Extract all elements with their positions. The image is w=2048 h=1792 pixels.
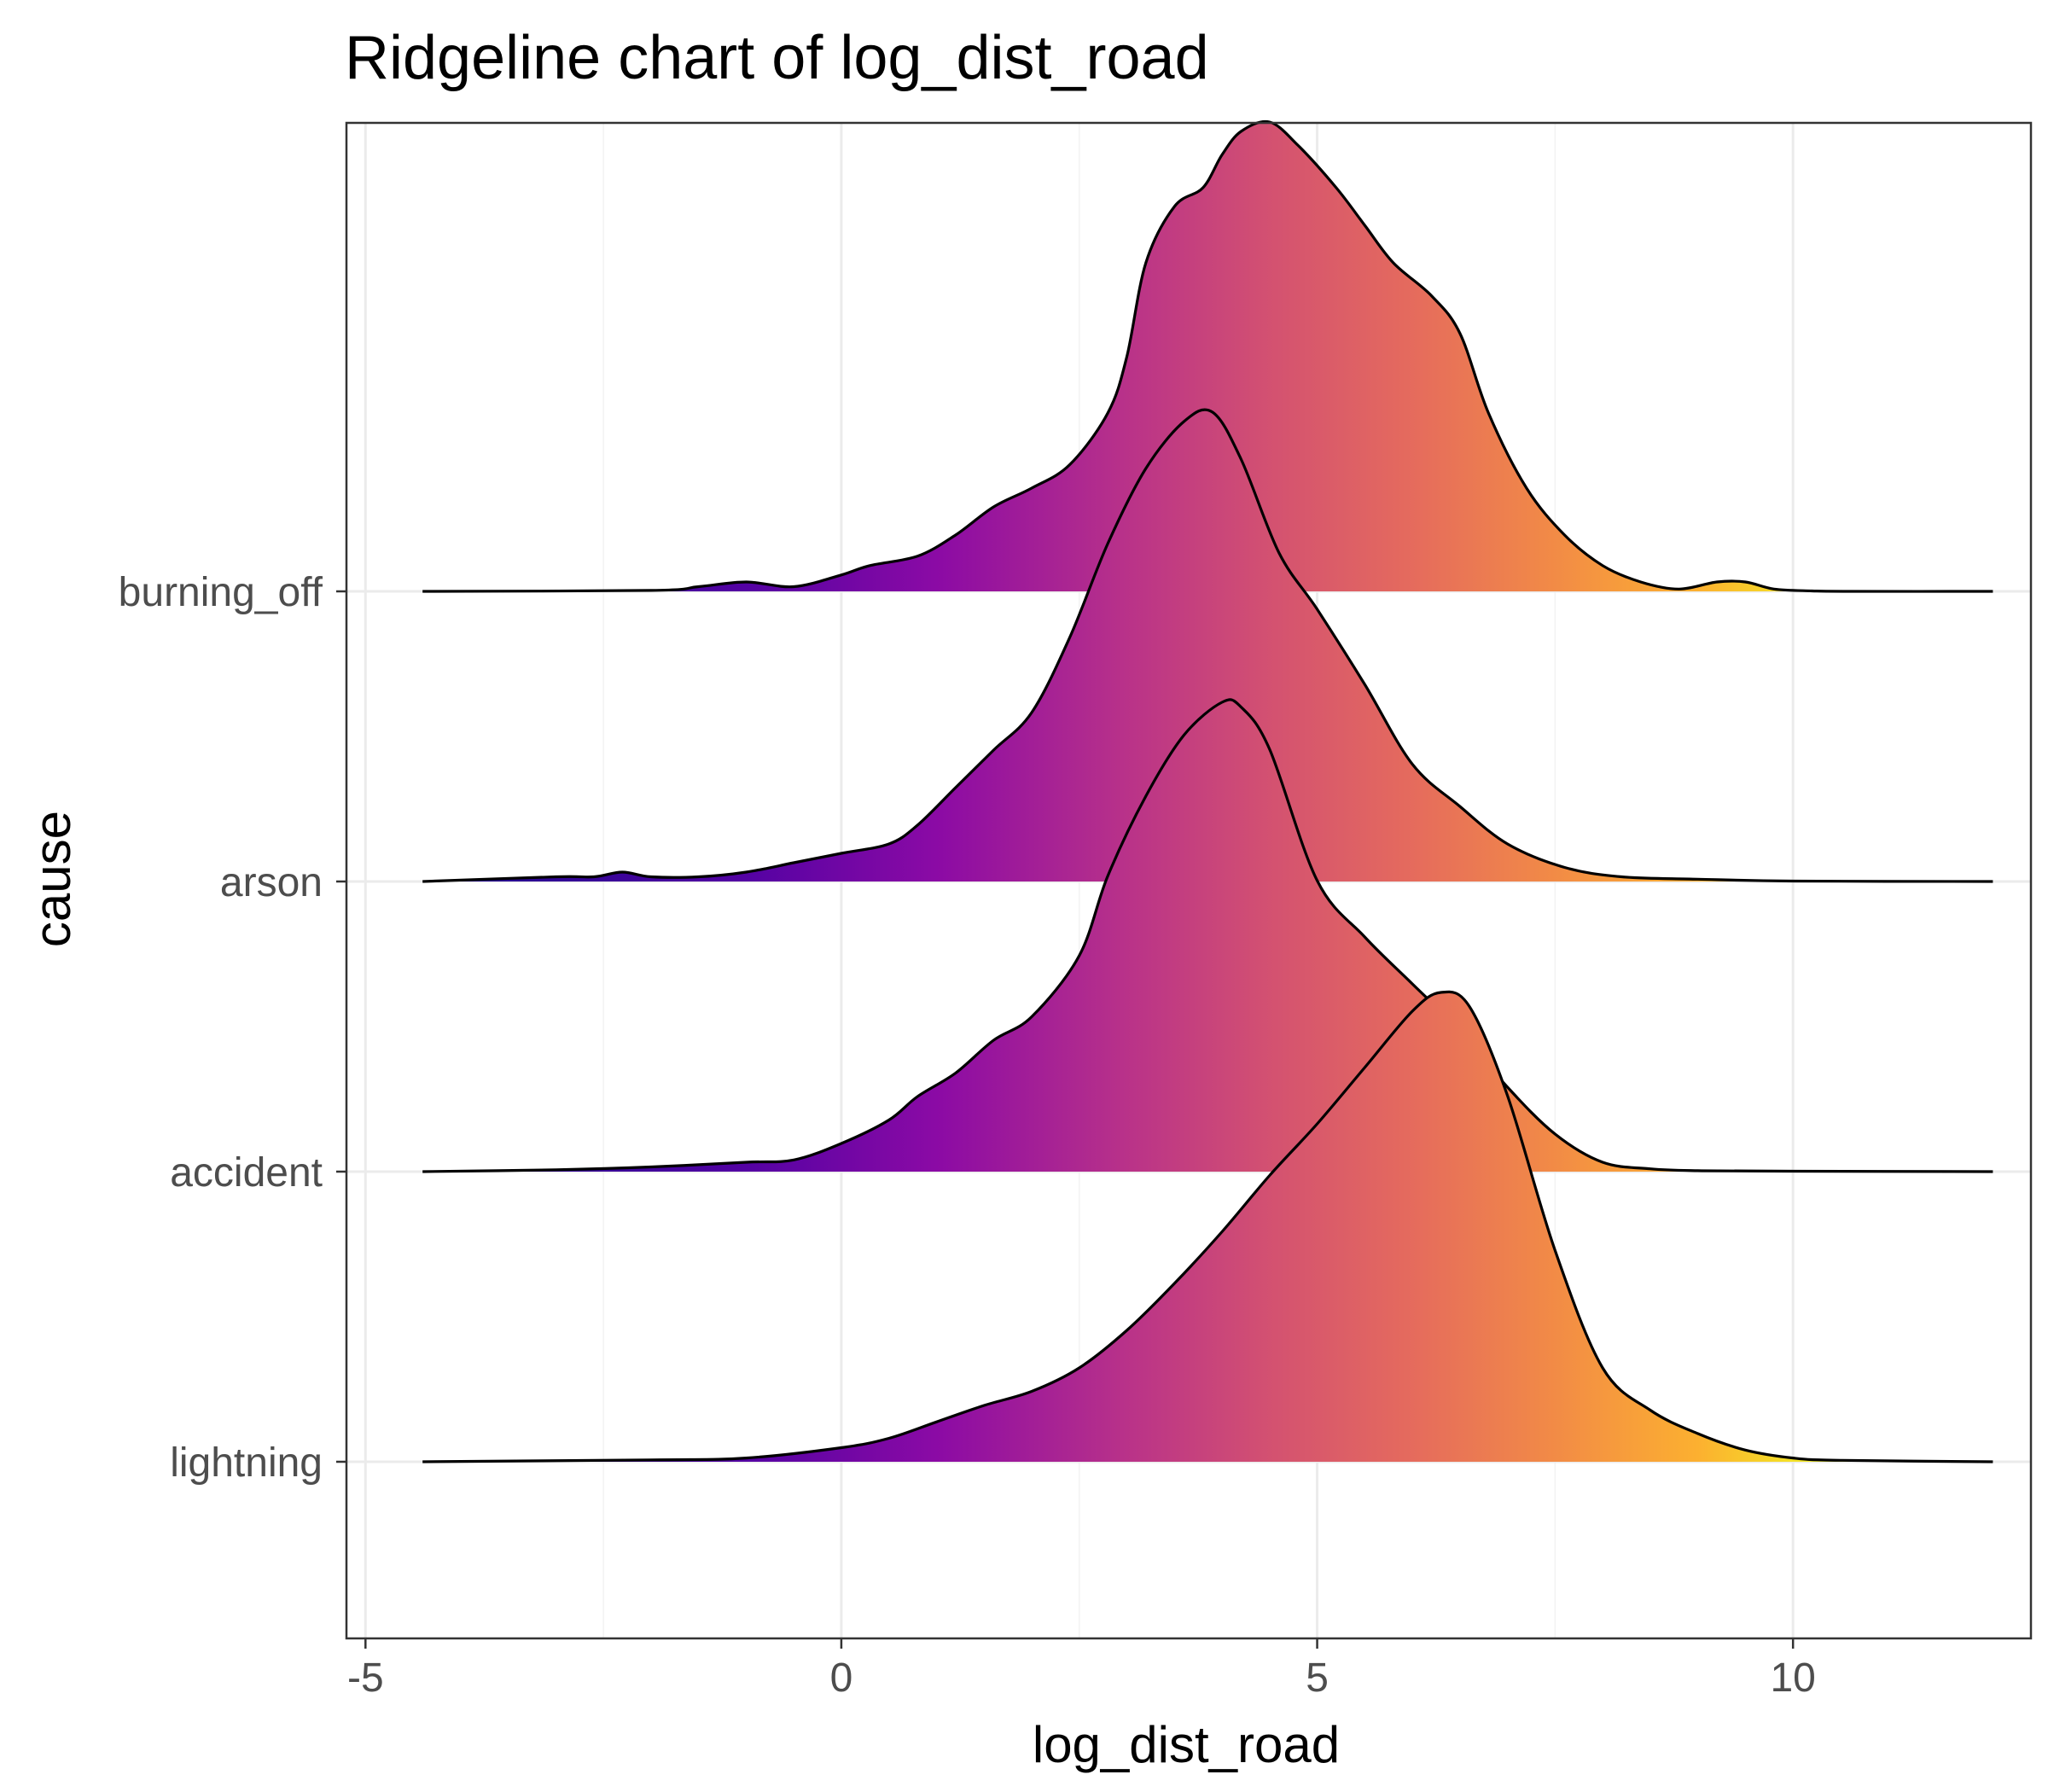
ridge-area-burning_off xyxy=(422,121,1993,592)
ridge-burning_off xyxy=(422,119,1993,593)
ridge-outline-burning_off xyxy=(422,119,1993,593)
ridge-outline-lightning xyxy=(422,990,1993,1463)
y-tick-label-burning_off: burning_off xyxy=(119,570,323,615)
ridge-area-accident xyxy=(422,699,1993,1172)
x-tick-label: 0 xyxy=(830,1655,853,1701)
y-tick-label-arson: arson xyxy=(220,860,323,905)
ridge-area-lightning xyxy=(422,992,1993,1462)
ridge-outline-arson xyxy=(422,408,1993,883)
ridge-outline-accident xyxy=(422,698,1993,1173)
ridge-area-arson xyxy=(422,410,1993,881)
x-tick-label: -5 xyxy=(347,1655,384,1701)
ridge-accident xyxy=(422,698,1993,1173)
y-tick-label-accident: accident xyxy=(170,1150,323,1196)
chart-title: Ridgeline chart of log_dist_road xyxy=(345,24,1209,92)
y-axis-title: cause xyxy=(24,811,81,947)
x-tick-label: 10 xyxy=(1770,1655,1815,1701)
ridge-lightning xyxy=(422,990,1993,1463)
y-tick-label-lightning: lightning xyxy=(170,1440,323,1486)
x-tick-label: 5 xyxy=(1306,1655,1329,1701)
x-axis-ticks: -5 0 5 10 xyxy=(347,1638,1816,1701)
ridge-arson xyxy=(422,408,1993,883)
x-axis-title: log_dist_road xyxy=(1033,1716,1340,1773)
ridges-layer xyxy=(422,119,1993,1463)
